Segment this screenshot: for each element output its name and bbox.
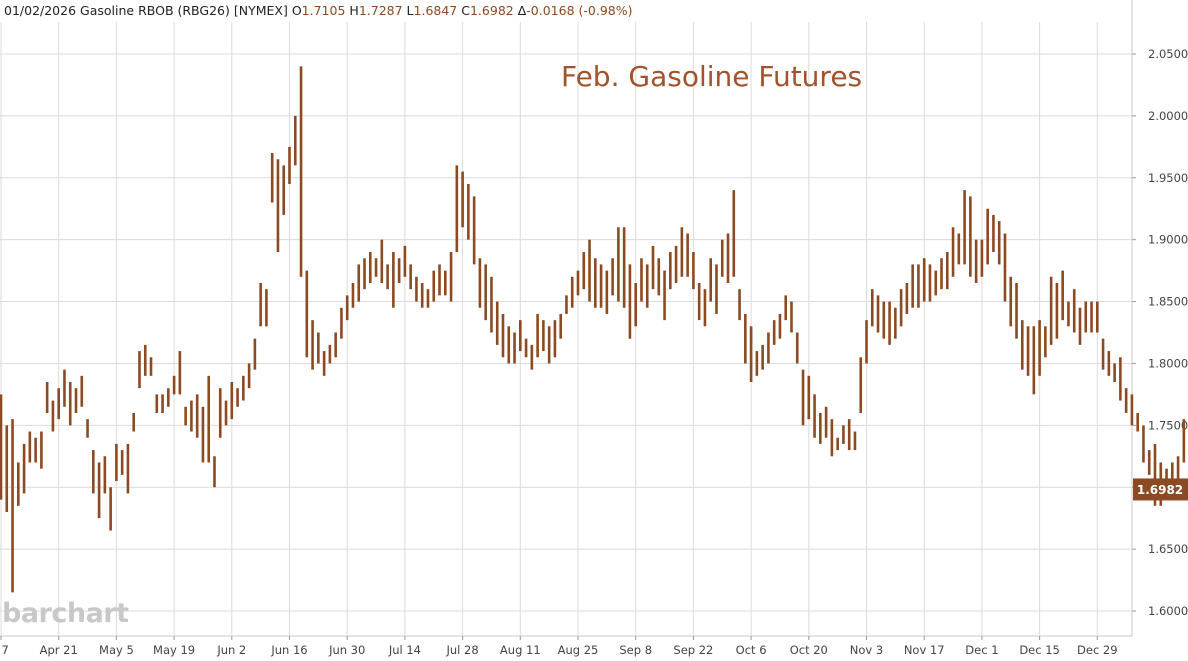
- x-tick-label: Oct 20: [790, 643, 828, 657]
- x-tick-label: May 19: [153, 643, 195, 657]
- x-tick-label: Dec 29: [1077, 643, 1118, 657]
- header-open-value: 1.7105: [301, 3, 346, 18]
- x-tick-label: Dec 1: [965, 643, 998, 657]
- x-tick-label: r 7: [0, 643, 9, 657]
- last-price-badge-label: 1.6982: [1137, 483, 1183, 497]
- last-price-badge: [1133, 478, 1188, 501]
- x-tick-label: Aug 11: [500, 643, 541, 657]
- y-tick-label: 1.7500: [1148, 418, 1188, 432]
- x-tick-label: Jul 28: [446, 643, 479, 657]
- y-tick-label: 1.9500: [1148, 171, 1188, 185]
- ohlc-header: 01/02/2026 Gasoline RBOB (RBG26) [NYMEX]…: [4, 3, 632, 18]
- x-tick-label: Dec 15: [1019, 643, 1060, 657]
- header-high-key: H: [349, 3, 359, 18]
- x-tick-label: Nov 3: [850, 643, 883, 657]
- header-change-key: Δ: [517, 3, 527, 18]
- chart-title: Feb. Gasoline Futures: [561, 60, 863, 93]
- x-tick-label: Oct 6: [736, 643, 767, 657]
- x-tick-label: Sep 22: [673, 643, 713, 657]
- header-change-value: -0.0168 (-0.98%): [526, 3, 633, 18]
- x-tick-label: Aug 25: [558, 643, 599, 657]
- header-high-value: 1.7287: [358, 3, 403, 18]
- header-symbol: Gasoline RBOB (RBG26) [NYMEX]: [80, 3, 288, 18]
- y-tick-label: 2.0500: [1148, 47, 1188, 61]
- header-date: 01/02/2026: [4, 3, 77, 18]
- y-tick-label: 1.6000: [1148, 604, 1188, 618]
- y-tick-label: 1.9000: [1148, 233, 1188, 247]
- header-close-key: C: [461, 3, 470, 18]
- y-tick-label: 1.8000: [1148, 356, 1188, 370]
- y-tick-label: 1.6500: [1148, 542, 1188, 556]
- header-low-key: L: [406, 3, 414, 18]
- x-tick-label: Jun 2: [216, 643, 246, 657]
- x-tick-label: Jul 14: [388, 643, 421, 657]
- y-tick-label: 1.8500: [1148, 295, 1188, 309]
- x-tick-label: Jun 16: [270, 643, 307, 657]
- header-low-value: 1.6847: [413, 3, 458, 18]
- y-tick-label: 2.0000: [1148, 109, 1188, 123]
- x-tick-label: Sep 8: [619, 643, 652, 657]
- header-open-key: O: [291, 3, 302, 18]
- x-tick-label: Nov 17: [904, 643, 945, 657]
- x-tick-label: Apr 21: [40, 643, 78, 657]
- x-tick-label: May 5: [99, 643, 134, 657]
- x-tick-label: Jun 30: [328, 643, 365, 657]
- barchart-watermark-logo: barchart: [2, 598, 129, 629]
- header-close-value: 1.6982: [469, 3, 514, 18]
